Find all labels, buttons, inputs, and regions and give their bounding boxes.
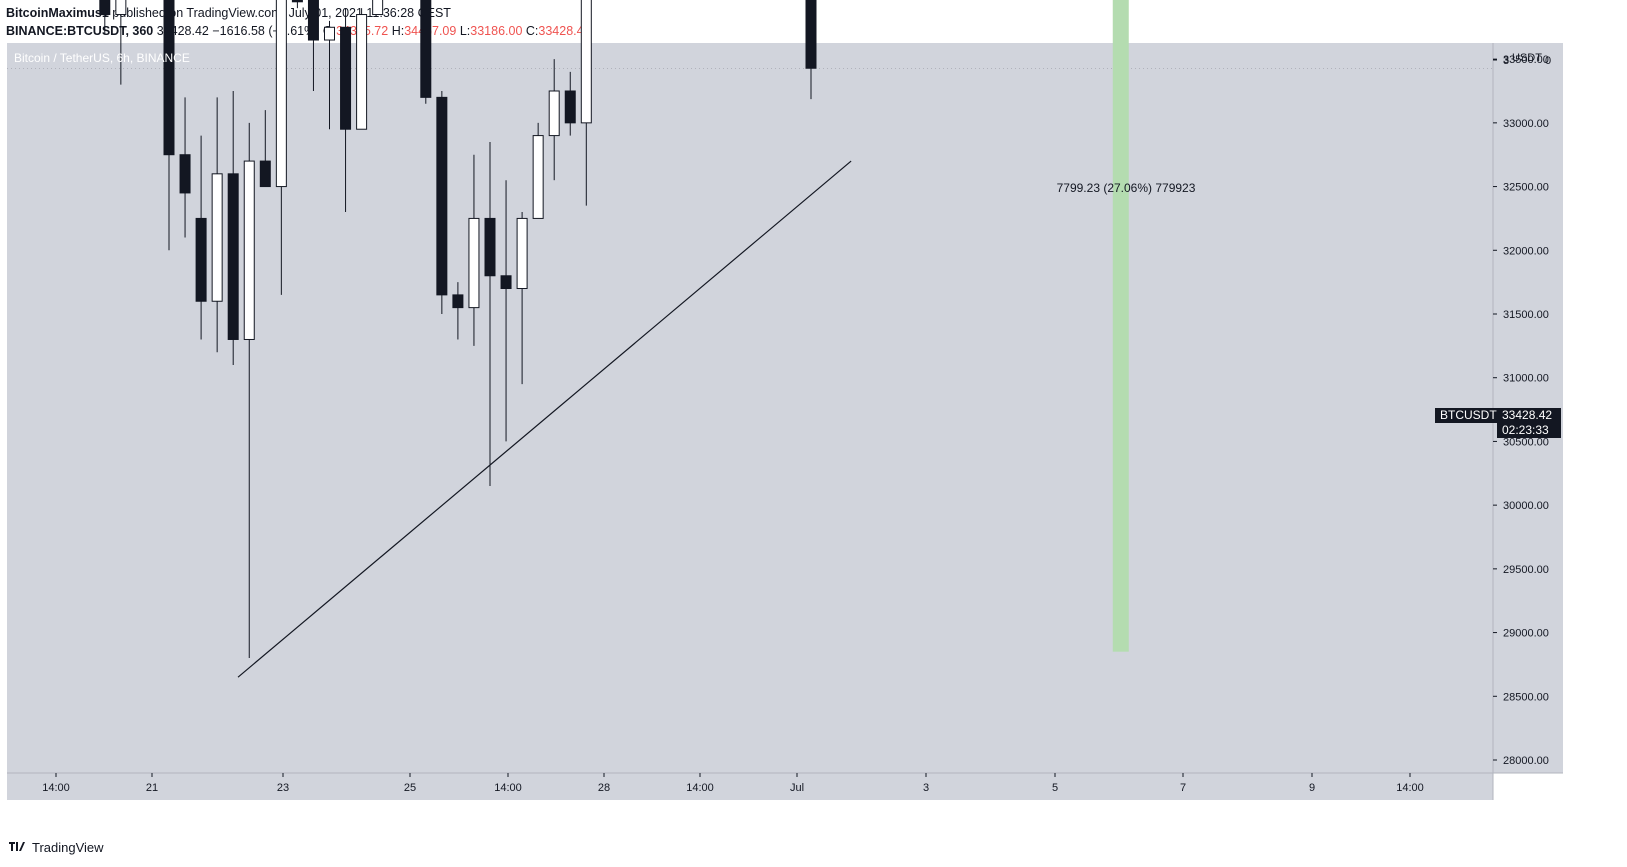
bear-candle[interactable] bbox=[291, 0, 303, 3]
price-tick-label: 28000.00 bbox=[1503, 755, 1549, 767]
time-tick-label: 9 bbox=[1309, 782, 1315, 794]
footer: TradingView bbox=[8, 840, 104, 855]
low-label: L: bbox=[459, 24, 471, 38]
time-tick-label: 25 bbox=[404, 782, 416, 794]
time-tick-label: 14:00 bbox=[42, 782, 70, 794]
price-tick-label: 32500.00 bbox=[1503, 182, 1549, 194]
symbol-label: BINANCE:BTCUSDT, 360 bbox=[6, 24, 154, 38]
bear-candle[interactable] bbox=[259, 160, 271, 188]
chart-pane[interactable] bbox=[7, 43, 1493, 773]
bull-candle[interactable] bbox=[211, 173, 223, 302]
bull-candle[interactable] bbox=[243, 160, 255, 340]
price-tick-label: 30500.00 bbox=[1503, 436, 1549, 448]
price-range-measure[interactable] bbox=[1112, 0, 1129, 652]
bull-candle[interactable] bbox=[516, 217, 528, 290]
price-scale-top-fragment: 3 bbox=[1503, 55, 1509, 67]
bull-candle[interactable] bbox=[372, 0, 384, 16]
bull-candle[interactable] bbox=[115, 0, 127, 16]
high-label: H: bbox=[391, 24, 405, 38]
time-tick-label: 7 bbox=[1180, 782, 1186, 794]
bear-candle[interactable] bbox=[452, 294, 464, 309]
price-scale-top-zero: 0 bbox=[1545, 55, 1551, 67]
time-tick-label: 14:00 bbox=[1396, 782, 1424, 794]
bear-candle[interactable] bbox=[307, 0, 319, 41]
time-tick-label: 28 bbox=[598, 782, 610, 794]
measure-label: 7799.23 (27.06%) 779923 bbox=[1057, 181, 1196, 195]
author-name[interactable]: BitcoinMaximus1 bbox=[6, 6, 109, 20]
bull-candle[interactable] bbox=[532, 135, 544, 219]
bear-candle[interactable] bbox=[195, 217, 207, 302]
bull-candle[interactable] bbox=[324, 26, 335, 41]
price-tick-label: 34000.00 bbox=[1503, 0, 1549, 2]
bull-candle[interactable] bbox=[275, 0, 287, 188]
price-change: −1616.58 (−4.61%) bbox=[212, 24, 320, 38]
price-tag-symbol: BTCUSDT bbox=[1435, 408, 1502, 423]
price-tick-label: 33500.00 bbox=[1503, 54, 1549, 66]
bear-candle[interactable] bbox=[436, 96, 448, 296]
close-label: C: bbox=[525, 24, 539, 38]
bull-candle[interactable] bbox=[548, 90, 560, 137]
bull-candle[interactable] bbox=[468, 217, 480, 309]
bear-candle[interactable] bbox=[179, 154, 191, 194]
bear-candle[interactable] bbox=[99, 0, 111, 16]
time-tick-label: 23 bbox=[277, 782, 289, 794]
bear-candle[interactable] bbox=[500, 275, 512, 290]
price-tick-label: 31500.00 bbox=[1503, 309, 1549, 321]
bull-candle[interactable] bbox=[356, 14, 368, 130]
bear-candle[interactable] bbox=[163, 0, 175, 156]
price-tick-label: 29000.00 bbox=[1503, 628, 1549, 640]
bear-candle[interactable] bbox=[805, 0, 817, 69]
time-axis-pane[interactable] bbox=[7, 773, 1493, 800]
time-tick-label: 21 bbox=[146, 782, 158, 794]
bear-candle[interactable] bbox=[340, 26, 352, 130]
price-tick-label: 31000.00 bbox=[1503, 373, 1549, 385]
price-scale-currency: USDT bbox=[1512, 52, 1542, 64]
low-value: 33186.00 bbox=[470, 24, 523, 38]
time-tick-label: Jul bbox=[790, 782, 804, 794]
close-value: 33428.42 bbox=[538, 24, 591, 38]
bear-candle[interactable] bbox=[484, 217, 496, 277]
time-tick-label: 14:00 bbox=[494, 782, 522, 794]
price-tag-price: 33428.42 bbox=[1497, 408, 1561, 423]
price-tick-label: 29500.00 bbox=[1503, 564, 1549, 576]
price-tick-label: 30000.00 bbox=[1503, 500, 1549, 512]
time-tick-label: 14:00 bbox=[686, 782, 714, 794]
price-tick-label: 32000.00 bbox=[1503, 245, 1549, 257]
footer-brand[interactable]: TradingView bbox=[32, 840, 104, 855]
price-tag-countdown: 02:23:33 bbox=[1497, 423, 1561, 438]
bear-candle[interactable] bbox=[420, 0, 432, 98]
price-chart[interactable]: 38500.0038000.0037500.0037000.0036500.00… bbox=[0, 0, 1627, 835]
bull-candle[interactable] bbox=[580, 0, 592, 124]
time-tick-label: 3 bbox=[923, 782, 929, 794]
price-tick-label: 33000.00 bbox=[1503, 118, 1549, 130]
bear-candle[interactable] bbox=[227, 173, 239, 340]
tradingview-logo-icon[interactable] bbox=[8, 840, 28, 855]
lower-channel-line[interactable] bbox=[237, 160, 852, 678]
price-tick-label: 28500.00 bbox=[1503, 691, 1549, 703]
time-tick-label: 5 bbox=[1052, 782, 1058, 794]
pane-title: Bitcoin / TetherUS, 6h, BINANCE bbox=[14, 51, 190, 65]
bear-candle[interactable] bbox=[564, 90, 576, 124]
